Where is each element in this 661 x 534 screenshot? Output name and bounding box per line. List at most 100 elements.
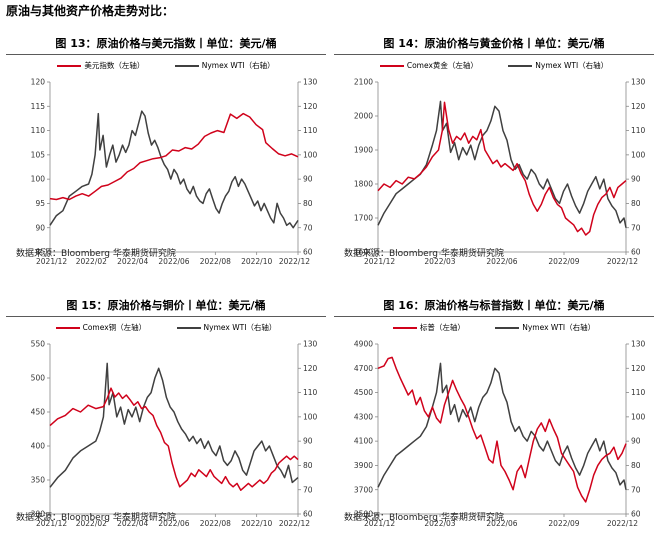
left-tick-label: 1700 [354,214,373,223]
chart-title: 图 15：原油价格与铜价丨单位：美元/桶 [6,296,326,317]
left-tick-label: 85 [35,248,45,257]
right-tick-label: 120 [303,364,318,373]
series-line-left [49,387,299,491]
left-tick-label: 2000 [354,112,373,121]
left-tick-label: 4700 [354,364,373,373]
right-tick-label: 90 [303,175,313,184]
left-tick-label: 4500 [354,388,373,397]
x-tick-label: 2022/12 [607,519,638,528]
left-tick-label: 100 [31,175,46,184]
chart-legend: Comex铜（左轴） Nymex WTI（右轴） [6,322,326,336]
right-tick-label: 130 [631,340,646,349]
left-tick-label: 500 [31,374,46,383]
x-tick-label: 2022/06 [158,519,189,528]
right-tick-label: 130 [631,78,646,87]
legend-item-left: 标普（左轴） [392,322,465,333]
right-tick-label: 80 [631,199,641,208]
x-tick-label: 2022/08 [200,519,231,528]
left-tick-label: 4300 [354,412,373,421]
legend-label-right: Nymex WTI（右轴） [522,323,596,332]
legend-item-right: Nymex WTI（右轴） [508,60,608,71]
left-tick-label: 350 [31,476,46,485]
source-note: 数据来源：Bloomberg 华泰期货研究院 [16,513,176,523]
right-tick-label: 60 [303,510,313,519]
legend-label-left: Comex铜（左轴） [82,323,147,332]
right-tick-label: 120 [303,102,318,111]
right-tick-label: 90 [631,437,641,446]
right-tick-label: 120 [631,364,646,373]
right-tick-label: 100 [631,412,646,421]
x-tick-label: 2022/06 [486,519,517,528]
chart-title: 图 13：原油价格与美元指数丨单位：美元/桶 [6,34,326,55]
legend-label-left: Comex黄金（左轴） [406,61,478,70]
line-chart-sp500: 3500 3700 3900 4100 4300 4500 4700 4900 60 70 80 90… [354,340,646,528]
source-note: 数据来源：Bloomberg 华泰期货研究院 [16,249,176,259]
right-tick-label: 70 [303,485,313,494]
legend-swatch-left [392,327,417,329]
left-tick-label: 3500 [354,510,373,519]
left-tick-label: 1600 [354,248,373,257]
x-tick-label: 2021/12 [36,257,67,266]
series-line-left [377,356,627,503]
chart-legend: 标普（左轴） Nymex WTI（右轴） [334,322,654,336]
series-line-wti [377,362,627,490]
legend-swatch-left [55,327,80,329]
series-line-left [49,112,299,201]
line-chart-copper: 300 350 400 450 500 550 60 70 80 90 100 110 120 130 20… [31,340,318,528]
x-tick-label: 2022/10 [241,257,272,266]
right-tick-label: 60 [631,248,641,257]
legend-label-left: 美元指数（左轴） [84,61,145,70]
left-tick-label: 120 [31,78,46,87]
right-tick-label: 110 [303,388,318,397]
legend-swatch-left [379,65,404,67]
legend-item-right: Nymex WTI（右轴） [174,60,275,71]
right-tick-label: 110 [631,388,646,397]
x-tick-label: 2022/08 [200,257,231,266]
line-chart-dollar-index: 85 90 95 100 105 110 115 120 60 70 80 90 100 110 120 13… [31,78,318,266]
chart-legend: 美元指数（左轴） Nymex WTI（右轴） [6,60,326,74]
x-tick-label: 2021/12 [364,257,395,266]
x-tick-label: 2022/04 [117,257,148,266]
source-note: 数据来源：Bloomberg 华泰期货研究院 [344,249,504,259]
line-chart-gold: 1600 1700 1800 1900 2000 2100 60 70 80 90 100 110 12… [354,78,646,266]
x-tick-label: 2022/04 [117,519,148,528]
right-tick-label: 80 [303,199,313,208]
chart-title: 图 16：原油价格与标普指数丨单位：美元/桶 [334,296,654,317]
right-tick-label: 130 [303,340,318,349]
left-tick-label: 400 [31,442,46,451]
legend-item-left: Comex黄金（左轴） [379,60,478,71]
legend-item-left: Comex铜（左轴） [55,322,147,333]
left-tick-label: 450 [31,408,46,417]
left-tick-label: 1800 [354,180,373,189]
left-tick-label: 300 [31,510,46,519]
series-line-wti [377,100,627,228]
right-tick-label: 130 [303,78,318,87]
chart-legend: Comex黄金（左轴） Nymex WTI（右轴） [334,60,654,74]
left-tick-label: 105 [31,150,46,159]
right-tick-label: 110 [631,126,646,135]
x-tick-label: 2022/03 [424,257,455,266]
right-tick-label: 120 [631,102,646,111]
legend-item-right: Nymex WTI（右轴） [176,322,276,333]
left-tick-label: 4100 [354,437,373,446]
left-tick-label: 115 [31,102,46,111]
legend-label-right: Nymex WTI（右轴） [201,61,275,70]
right-tick-label: 70 [631,485,641,494]
legend-label-right: Nymex WTI（右轴） [535,61,609,70]
series-line-left [377,101,627,236]
legend-item-left: 美元指数（左轴） [57,60,144,71]
x-tick-label: 2022/12 [279,257,310,266]
right-tick-label: 60 [303,248,313,257]
right-tick-label: 100 [303,150,318,159]
legend-swatch-right [508,65,533,67]
right-tick-label: 60 [631,510,641,519]
chart-title: 图 14：原油价格与黄金价格丨单位：美元/桶 [334,34,654,55]
x-tick-label: 2022/12 [607,257,638,266]
left-tick-label: 1900 [354,146,373,155]
legend-item-right: Nymex WTI（右轴） [495,322,595,333]
legend-swatch-right [495,327,520,329]
x-tick-label: 2022/02 [76,257,107,266]
left-tick-label: 110 [31,126,46,135]
x-tick-label: 2021/12 [364,519,395,528]
left-tick-label: 4900 [354,340,373,349]
